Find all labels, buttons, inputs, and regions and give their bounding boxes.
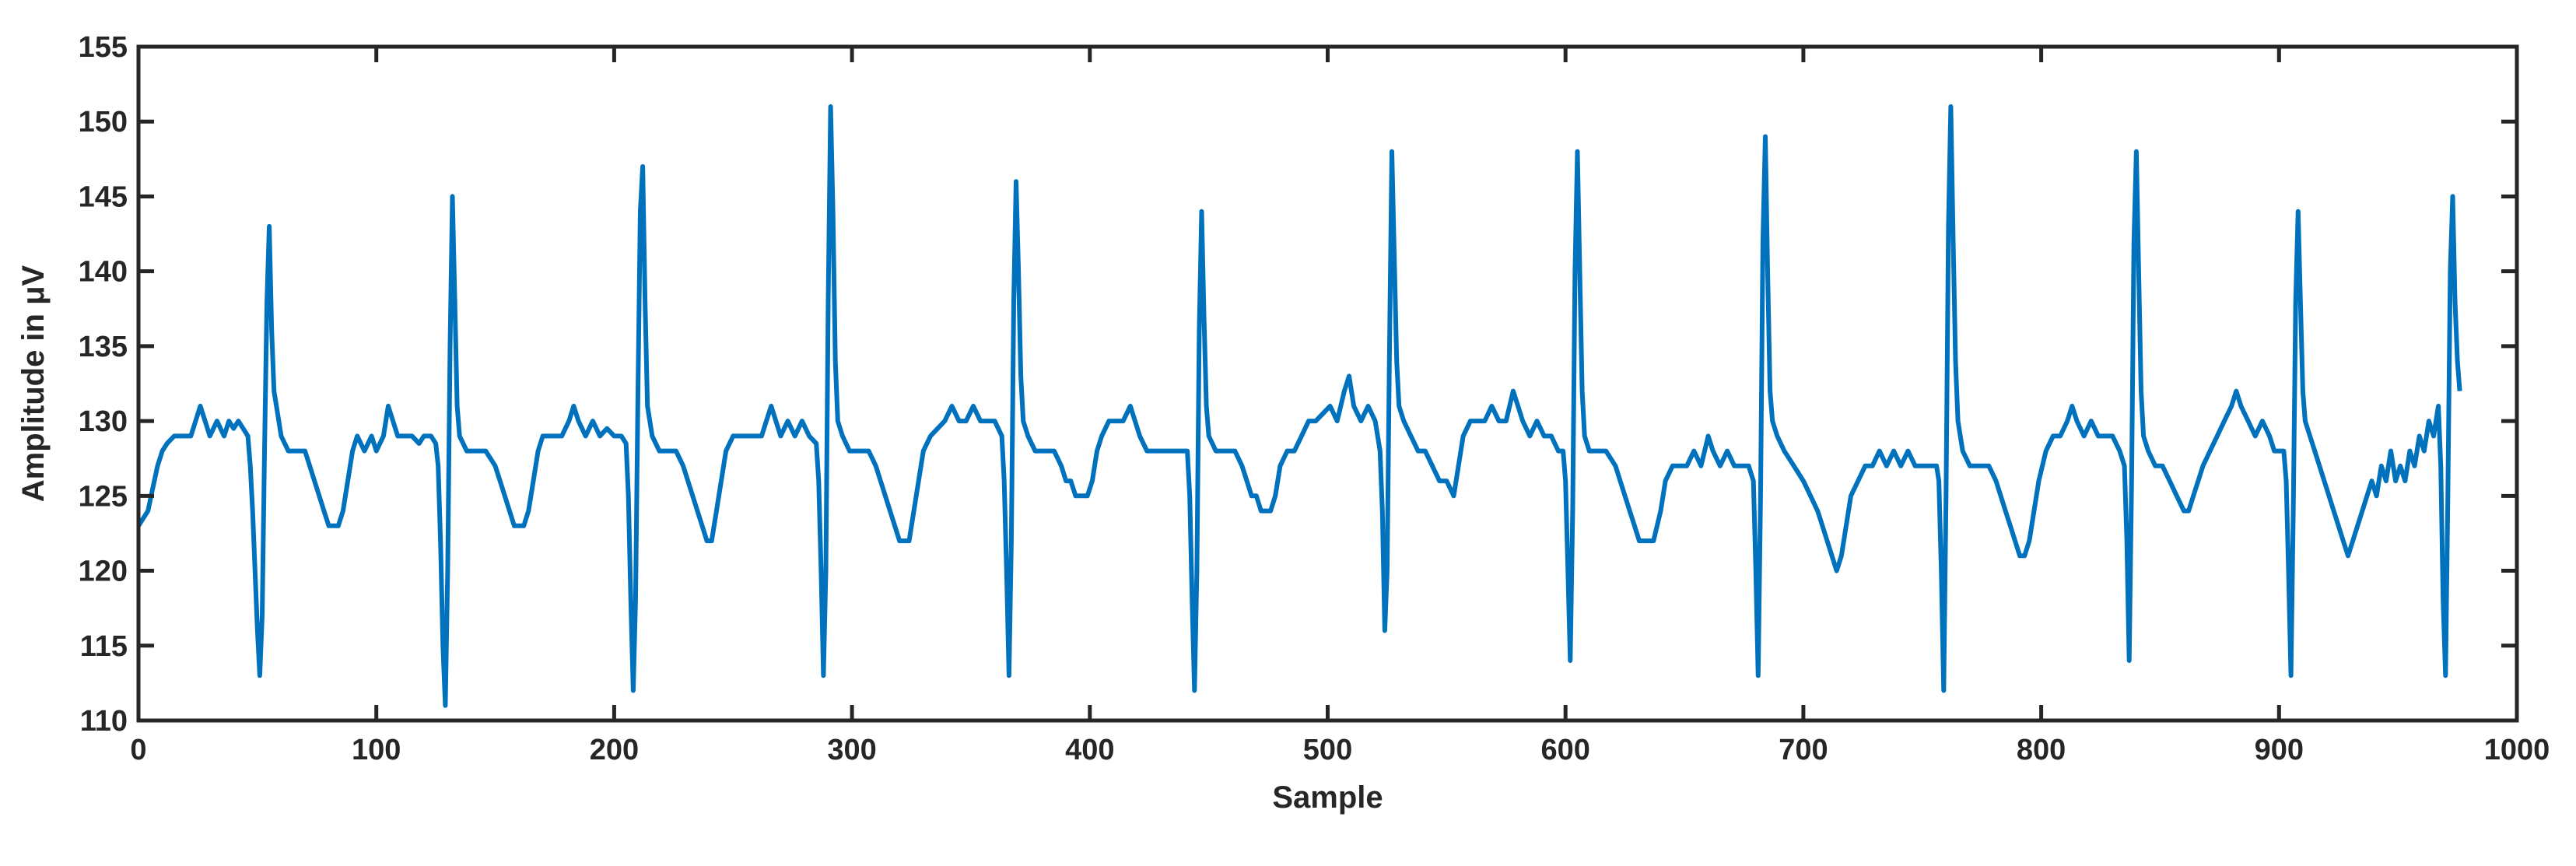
y-tick-label: 135 [79, 331, 128, 363]
y-tick-label: 115 [80, 630, 128, 663]
x-tick-label: 300 [827, 734, 876, 766]
y-tick-label: 120 [79, 556, 128, 588]
x-axis-title: Sample [1272, 780, 1383, 815]
series-layer [136, 104, 2462, 708]
y-tick-label: 140 [79, 256, 128, 289]
plot-area [136, 47, 2517, 720]
x-axis-tick-labels: 0 100 200 300 400 500 600 700 800 900 1000 [130, 734, 2550, 766]
y-axis-title: Amplitude in μV [16, 265, 51, 502]
y-tick-label: 130 [79, 405, 128, 438]
y-tick-label: 110 [80, 705, 128, 738]
plot-background [138, 47, 2517, 720]
y-tick-label: 150 [79, 106, 128, 138]
x-tick-label: 900 [2255, 734, 2304, 766]
x-tick-label: 600 [1540, 734, 1589, 766]
series-line [136, 104, 2462, 708]
y-tick-label: 125 [79, 480, 128, 513]
x-tick-label: 700 [1779, 734, 1828, 766]
x-tick-label: 800 [2017, 734, 2066, 766]
x-tick-label: 1000 [2484, 734, 2550, 766]
x-tick-label: 200 [590, 734, 639, 766]
y-axis-tick-labels: 110 115 120 125 130 135 140 145 150 155 [79, 31, 128, 738]
y-tick-label: 155 [79, 31, 128, 64]
plot-frame [136, 44, 2519, 723]
x-tick-label: 400 [1065, 734, 1114, 766]
y-tick-label: 145 [79, 181, 128, 213]
x-tick-label: 0 [130, 734, 146, 766]
x-tick-label: 100 [352, 734, 401, 766]
x-tick-label: 500 [1303, 734, 1352, 766]
